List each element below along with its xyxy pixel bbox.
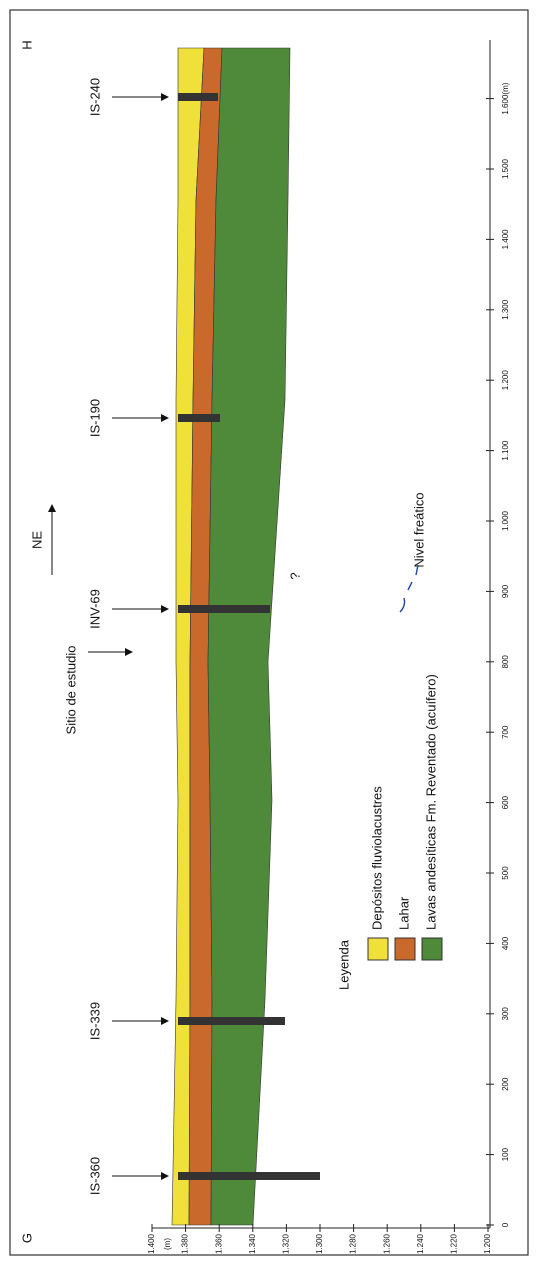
borehole-label: INV-69 (87, 589, 102, 629)
tick-label: 1.280 (349, 1233, 358, 1254)
tick-label: 1.200 (501, 370, 510, 391)
tick-label: 200 (501, 1077, 510, 1091)
tick-label: 1.380 (181, 1233, 190, 1254)
site-label: Sitio de estudio (63, 646, 78, 735)
tick-label: 1.320 (282, 1233, 291, 1254)
legend-label: Lavas andesíticas Fm. Reventado (acuífer… (423, 674, 438, 930)
tick-label: 100 (501, 1147, 510, 1161)
borehole (178, 414, 220, 422)
legend: Depósitos fluviolacustres Lahar Lavas ande… (368, 674, 442, 960)
tick-label: 1.100 (501, 440, 510, 461)
borehole-label: IS-339 (87, 1002, 102, 1040)
direction: NE (29, 531, 44, 549)
legend-swatch (422, 938, 442, 960)
elevation-unit: (m) (163, 1238, 172, 1250)
tick-label: 0 (501, 1222, 510, 1227)
borehole (178, 1172, 320, 1180)
borehole (178, 93, 218, 101)
tick-label: 1.300 (315, 1233, 324, 1254)
tick-label: 1.200 (483, 1233, 492, 1254)
tick-label: 1.340 (248, 1233, 257, 1254)
unknown-mark: ? (287, 572, 302, 579)
borehole-label: IS-360 (87, 1157, 102, 1195)
borehole (178, 605, 270, 613)
tick-label: 1.600(m) (501, 82, 510, 114)
legend-swatch (395, 938, 415, 960)
tick-label: 1.220 (450, 1233, 459, 1254)
tick-label: 1.400 (501, 229, 510, 250)
section-start: G (19, 1233, 34, 1243)
legend-swatch (368, 938, 388, 960)
tick-label: 300 (501, 1007, 510, 1021)
section-end: H (19, 40, 34, 49)
layers (172, 48, 290, 1225)
tick-label: 1.240 (416, 1233, 425, 1254)
water-table-label: Nivel freático (411, 492, 426, 567)
tick-label: 800 (501, 655, 510, 669)
tick-label: 1.300 (501, 299, 510, 320)
borehole (178, 1017, 285, 1025)
tick-label: 900 (501, 584, 510, 598)
borehole-label: IS-190 (87, 399, 102, 437)
water-table-line (400, 565, 418, 612)
legend-title: Leyenda (336, 939, 351, 990)
tick-label: 1.500 (501, 158, 510, 179)
cross-section: G H NE Sitio de estudio Nivel freático ?… (0, 0, 536, 1263)
tick-label: 700 (501, 725, 510, 739)
tick-label: 600 (501, 795, 510, 809)
tick-label: 1.400 (147, 1233, 156, 1254)
legend-label: Lahar (396, 896, 411, 930)
tick-label: 1.260 (382, 1233, 391, 1254)
tick-label: 1.000 (501, 510, 510, 531)
tick-label: 1.360 (214, 1233, 223, 1254)
borehole-label: IS-240 (87, 78, 102, 116)
tick-label: 500 (501, 866, 510, 880)
layer (208, 48, 290, 1225)
tick-label: 400 (501, 936, 510, 950)
legend-label: Depósitos fluviolacustres (369, 786, 384, 930)
